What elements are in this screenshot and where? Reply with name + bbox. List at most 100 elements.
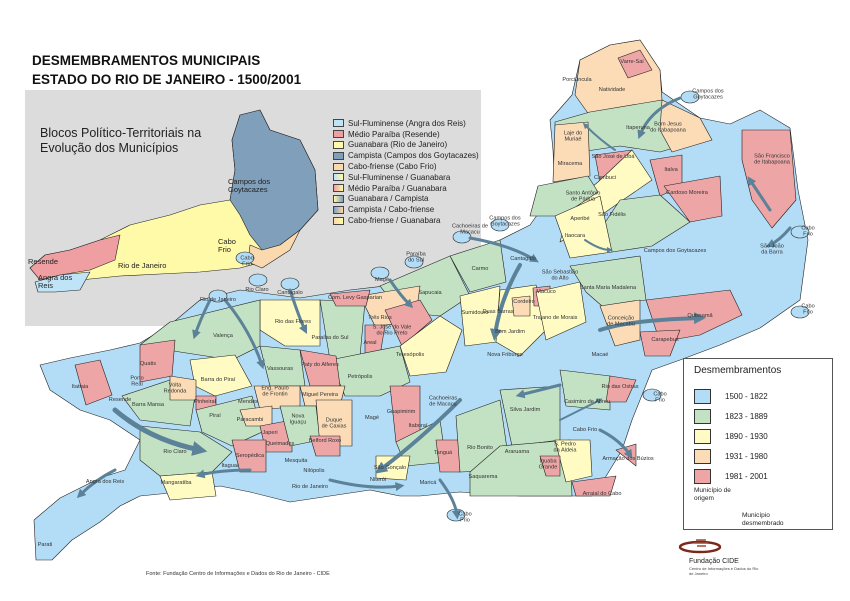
municipality-label: Petrópolis [347,373,373,380]
origin-exclave [790,305,810,319]
municipality-area [329,289,371,307]
municipality-area [659,99,713,153]
origin-exclave [642,388,662,402]
inset-map-label: Campos dos Goytacazes [228,177,271,194]
municipality-area [399,315,463,377]
municipality-label: Rio das Ostras [601,383,639,390]
municipality-label: Trajano de Morais [532,314,578,321]
dismemberment-arrow [195,468,252,479]
municipality-label: Sapucaia [418,289,442,296]
municipality-label: Quissamã [687,312,713,319]
municipality-label: Porto Real [130,375,144,388]
municipality-label: Teresópolis [395,351,425,358]
municipality-label: Cachoeiras de Macacu [428,395,458,408]
inset-legend-item: Guanabara (Rio de Janeiro) [333,140,479,151]
municipality-label: Belford Roxo [308,437,342,444]
municipality-area [605,375,637,403]
legend-swatch [694,429,711,444]
inset-legend-item: Médio Paraíba / Guanabara [333,183,479,194]
municipality-label: Varre-Sai [620,58,644,65]
inset-legend-label: Sul-Fluminense (Angra dos Reis) [348,118,466,128]
municipality-label: Seropédica [235,452,265,459]
inset-legend-item: Cabo-friense / Guanabara [333,215,479,226]
state-map [33,39,810,561]
dismemberment-arrow [112,407,208,456]
inset-legend-label: Guanabara / Campista [348,194,429,204]
municipality-label: São Gonçalo [373,464,407,471]
municipality-area [449,239,507,293]
inset-map-label: Resende [28,257,59,266]
origin-label: Cabo Frio [801,225,815,238]
legend-label: 1823 - 1889 [725,412,768,421]
legend-origin-label: Município de origem [694,487,731,502]
dismemberment-arrow [375,398,462,474]
municipality-area [535,281,587,341]
municipality-label: Maricá [419,479,437,486]
municipality-label: Rio das Flores [274,318,312,325]
origin-exclave [208,289,228,303]
inset-legend-label: Campista / Cabo-friense [348,205,435,215]
municipality-label: Natividade [598,86,626,93]
municipality-label: Cardoso Moreira [666,189,708,196]
dismemberment-arrow [438,478,461,520]
municipality-label: Piraí [209,412,221,419]
inset-legend-label: Guanabara (Rio de Janeiro) [348,140,448,150]
municipality-label: Bom Jardim [495,328,525,335]
municipality-label: Queimados [265,440,295,447]
legend-swatch [694,469,711,484]
municipality-label: Valença [213,332,233,339]
municipality-label: São José de Ubá [591,153,635,160]
municipality-label: Macuco [536,288,556,295]
municipality-label: Mendes [238,398,258,405]
municipality-label: Arraial do Cabo [582,490,622,497]
inset-legend-label: Campista (Campos dos Goytacazes) [348,151,479,161]
municipality-label: Rio Claro [163,448,187,455]
origin-exclave [370,266,390,280]
origin-label: Cachoeiras de Macacu [451,223,489,236]
legend-title: Desmembramentos [694,365,782,376]
municipality-label: S. Pedro da Aldeia [553,441,577,454]
municipality-label: Armação dos Búzios [602,455,654,462]
dismemberment-arrow [765,226,792,248]
legend-item: 1981 - 2001 [694,469,768,484]
dismemberment-arrow [192,298,212,340]
dismemberment-arrow [559,398,603,421]
municipality-label: Campos dos Goytacazes [643,247,707,254]
legend-label: 1981 - 2001 [725,472,768,481]
origin-label: Cabo Frio [458,511,472,524]
origin-exclave [490,218,510,232]
inset-legend-item: Médio Paraíba (Resende) [333,129,479,140]
municipality-label: S. José do Vale do Rio Preto [372,324,412,337]
municipality-label: Japeri [262,429,278,436]
inset-legend-item: Sul-Fluminense (Angra dos Reis) [333,118,479,129]
municipality-label: Iguaba Grande [538,458,558,471]
legend-item: 1931 - 1980 [694,449,768,464]
inset-legend-label: Cabo-friense / Guanabara [348,216,441,226]
inset-legend-label: Médio Paraíba (Resende) [348,129,440,139]
municipality-label: Guapimirim [386,408,416,415]
source-note: Fonte: Fundação Centro de Informações e … [146,571,330,577]
map-subtitle: ESTADO DO RIO DE JANEIRO - 1500/2001 [32,72,302,87]
municipality-label: Itaboraí [408,422,428,429]
municipality-label: Parati [37,541,53,548]
inset-legend-swatch [333,205,344,214]
legend-swatch [694,409,711,424]
municipality-label: Sumidouro [461,309,489,316]
origin-label: Cabo Frio [240,255,254,268]
municipality-label: Rio Bonito [467,444,493,451]
inset-legend-item: Cabo-friense (Cabo Frio) [333,161,479,172]
municipality-label: Miracema [557,160,583,167]
origin-exclave [248,273,268,287]
municipality-label: Santo Antônio de Pádua [565,190,601,203]
municipality-label: Nova Iguaçu [289,413,307,426]
municipality-label: Itaocara [564,232,586,239]
inset-legend-swatch [333,151,344,160]
origin-label: Campos dos Goytacazes [692,88,724,101]
dismemberment-arrow [515,383,562,399]
municipality-area [639,329,681,357]
dismemberment-arrow [747,176,772,212]
dismemberment-arrow [637,96,682,140]
municipality-area [159,471,217,501]
municipality-label: Nilópolis [303,467,325,474]
inset-legend-swatch [333,140,344,149]
